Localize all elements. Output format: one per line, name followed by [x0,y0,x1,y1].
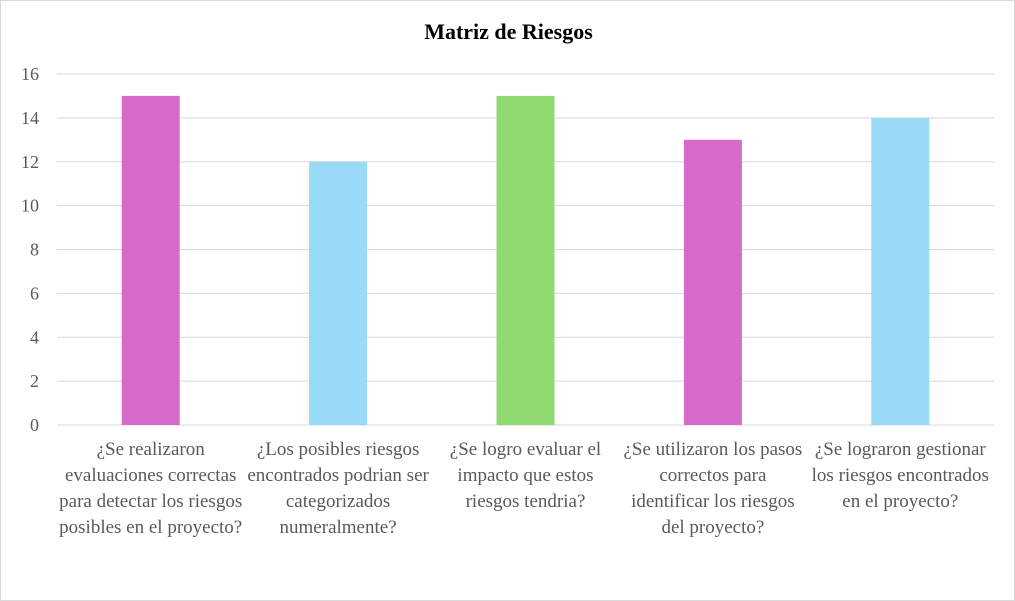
bar [309,161,368,426]
y-tick-label: 6 [30,283,39,303]
bar [496,95,555,426]
x-category-label: ¿Se logro evaluar el impacto que estos r… [449,439,602,512]
y-tick-label: 12 [21,152,39,172]
y-tick-label: 0 [30,415,39,435]
bar [683,139,742,426]
bar [121,95,180,426]
x-category-label: ¿Los posibles riesgos encontrados podria… [247,439,429,538]
bar [871,117,930,426]
chart-title: Matriz de Riesgos [424,19,593,44]
y-tick-label: 16 [21,64,39,84]
x-category-label: ¿Se realizaron evaluaciones correctas pa… [59,439,243,538]
x-category-label: ¿Se lograron gestionar los riesgos encon… [811,439,989,512]
y-tick-label: 14 [21,108,39,128]
y-tick-label: 4 [30,327,39,347]
y-tick-label: 2 [30,371,39,391]
y-tick-label: 8 [30,240,39,260]
y-tick-label: 10 [21,196,39,216]
x-category-label: ¿Se utilizaron los pasos correctos para … [623,439,803,538]
